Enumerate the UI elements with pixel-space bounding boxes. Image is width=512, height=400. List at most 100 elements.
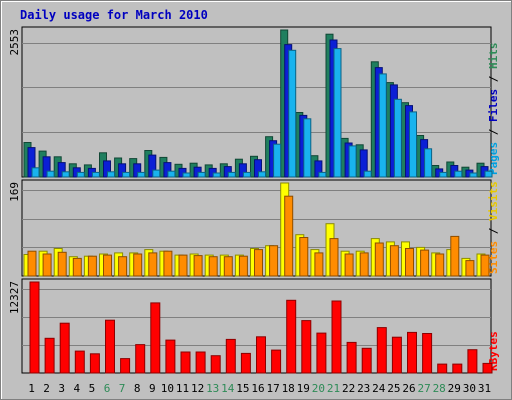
bar-pages-day-23	[363, 170, 372, 178]
bar-sites-day-17	[269, 245, 279, 277]
bar-pages-day-1	[31, 167, 40, 178]
bar-pages-day-20	[318, 171, 327, 178]
bar-sites-day-25	[389, 245, 399, 277]
bar-pages-day-29	[454, 170, 463, 178]
bar-pages-day-7	[122, 171, 131, 178]
day-label-14: 14	[221, 382, 235, 395]
day-label-29: 29	[448, 382, 461, 395]
bar-kbytes-day-12	[195, 351, 206, 374]
bar-sites-day-15	[238, 255, 248, 277]
bar-sites-day-1	[27, 250, 37, 277]
bar-kbytes-day-7	[120, 358, 131, 374]
bar-pages-day-10	[167, 170, 176, 178]
day-label-21: 21	[327, 382, 340, 395]
bar-sites-day-7	[118, 256, 128, 277]
bar-kbytes-day-31	[482, 362, 493, 374]
bar-pages-day-8	[137, 171, 146, 178]
day-label-3: 3	[58, 382, 65, 395]
day-label-15: 15	[236, 382, 249, 395]
bar-sites-day-4	[72, 257, 82, 277]
bar-sites-day-9	[148, 252, 158, 277]
day-label-13: 13	[206, 382, 219, 395]
day-label-5: 5	[89, 382, 96, 395]
bar-sites-day-16	[254, 249, 263, 277]
day-label-7: 7	[119, 382, 126, 395]
day-label-27: 27	[417, 382, 430, 395]
bar-kbytes-day-3	[59, 322, 70, 374]
bar-sites-day-10	[163, 250, 173, 277]
bar-pages-day-28	[439, 171, 448, 178]
x-axis-day-labels: 1 2 3 4 5 6 7 8 9 10 11 12 13 14 15 16 17 18 19 20 21 22 23 24 2…	[28, 382, 491, 395]
bar-sites-day-26	[405, 248, 414, 277]
legend-part: /	[487, 69, 500, 89]
bar-pages-day-4	[76, 171, 85, 178]
bar-sites-day-19	[299, 237, 309, 277]
bar-sites-day-28	[435, 253, 445, 277]
bar-kbytes-day-15	[240, 352, 251, 374]
bar-kbytes-day-30	[467, 349, 478, 374]
day-label-16: 16	[251, 382, 264, 395]
bar-kbytes-day-21	[331, 300, 342, 374]
bar-pages-day-6	[107, 171, 115, 178]
bar-pages-day-18	[288, 49, 297, 178]
legend-part: Pages	[487, 142, 500, 175]
bar-pages-day-17	[273, 143, 282, 178]
bar-kbytes-day-20	[316, 332, 327, 374]
bar-kbytes-day-28	[437, 363, 448, 374]
bar-kbytes-day-25	[391, 336, 402, 374]
bar-pages-day-25	[393, 98, 402, 178]
day-label-22: 22	[342, 382, 355, 395]
chart-title: Daily usage for March 2010	[20, 8, 208, 22]
day-label-2: 2	[43, 382, 50, 395]
bar-pages-day-22	[348, 145, 357, 178]
bar-kbytes-day-16	[256, 336, 266, 374]
bar-sites-day-13	[208, 256, 218, 277]
bar-kbytes-day-14	[225, 338, 236, 374]
usage-panel-sites-visits: 169 Sites / Visits	[8, 179, 500, 277]
bar-pages-day-11	[182, 172, 191, 178]
bar-sites-day-24	[374, 242, 384, 277]
bar-pages-day-31	[484, 170, 493, 178]
legend-part: /	[487, 221, 500, 241]
bar-kbytes-day-5	[89, 353, 100, 374]
bar-pages-day-9	[152, 169, 161, 178]
bar-pages-day-14	[227, 171, 236, 178]
day-label-25: 25	[387, 382, 400, 395]
day-label-12: 12	[191, 382, 204, 395]
day-label-26: 26	[402, 382, 415, 395]
bar-kbytes-day-2	[44, 337, 55, 374]
bar-kbytes-day-18	[286, 299, 297, 374]
bar-kbytes-day-11	[180, 351, 191, 374]
bar-kbytes-day-13	[210, 355, 221, 374]
bar-sites-day-23	[359, 252, 369, 277]
bar-kbytes-day-6	[105, 319, 115, 374]
day-label-23: 23	[357, 382, 370, 395]
bar-pages-day-24	[378, 73, 387, 178]
bar-pages-day-5	[91, 171, 100, 178]
series-legend-label: KBytes	[487, 331, 500, 371]
bar-sites-day-27	[420, 249, 430, 277]
bar-kbytes-day-8	[135, 344, 146, 374]
bar-sites-day-29	[450, 235, 460, 277]
bar-pages-day-27	[424, 148, 433, 178]
y-axis-max-label: 12327	[8, 281, 21, 314]
bar-pages-day-15	[242, 171, 251, 178]
bar-pages-day-26	[409, 111, 417, 178]
day-label-9: 9	[149, 382, 156, 395]
bar-kbytes-day-17	[271, 349, 282, 374]
bar-sites-day-12	[193, 255, 203, 277]
day-label-6: 6	[104, 382, 111, 395]
bar-pages-day-13	[212, 172, 221, 178]
series-legend-label: Sites / Visits	[487, 181, 500, 274]
bar-kbytes-day-23	[361, 347, 372, 374]
usage-panel-kbytes: 12327 KBytes	[8, 278, 500, 374]
bar-pages-day-19	[303, 118, 312, 178]
day-label-19: 19	[297, 382, 310, 395]
day-label-31: 31	[478, 382, 491, 395]
day-label-24: 24	[372, 382, 386, 395]
legend-part: /	[487, 122, 500, 142]
bar-pages-day-2	[46, 170, 55, 178]
bar-pages-day-12	[197, 171, 206, 178]
bar-kbytes-day-4	[74, 350, 85, 374]
